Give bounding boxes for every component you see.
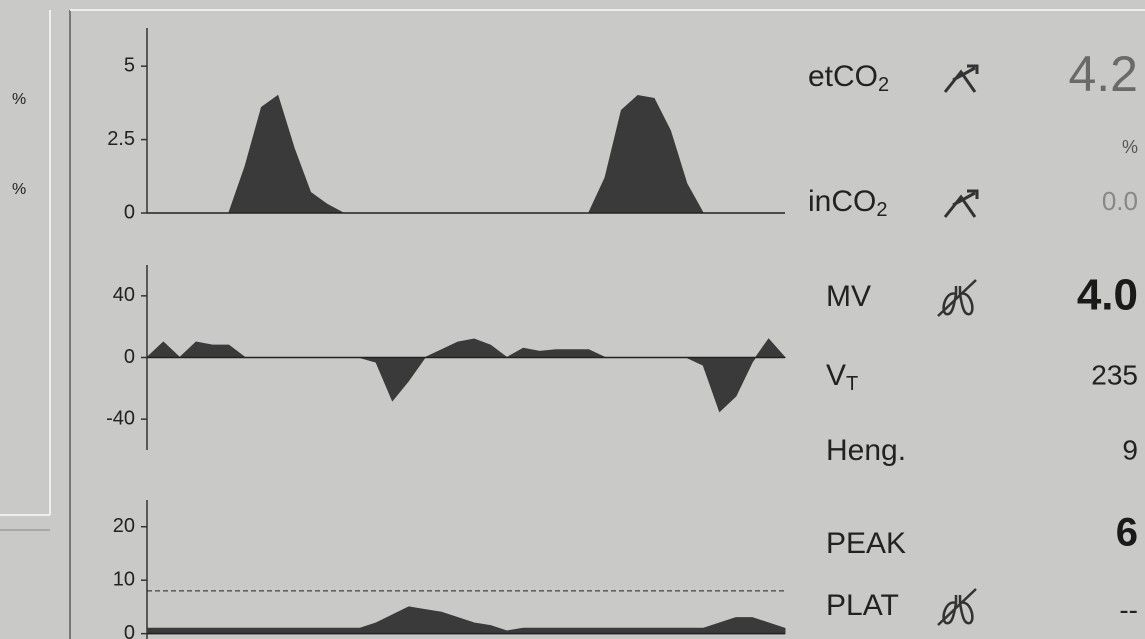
y-tick-label: 40: [113, 284, 135, 306]
parameter-label: inCO2: [808, 185, 887, 221]
parameter-label: Heng.: [826, 434, 906, 467]
parameter-label: MV: [826, 280, 871, 313]
parameter-name: Heng.: [826, 434, 906, 467]
parameter-subscript: 2: [876, 199, 887, 221]
parameter-value: 9: [1122, 434, 1138, 465]
y-tick-label: 0: [124, 346, 135, 368]
parameter-value: 0.0: [1102, 186, 1138, 216]
parameter-name: PEAK: [826, 527, 906, 560]
parameter-value: --: [1119, 594, 1138, 625]
y-tick-label: -40: [106, 407, 135, 429]
monitor-screen: % % 02.55400-4020100etCO24.2%inCO20.0MV4…: [0, 0, 1145, 639]
y-tick-label: 0: [124, 201, 135, 223]
parameter-name: V: [826, 359, 846, 392]
background: [0, 0, 1145, 639]
parameter-subscript: T: [846, 373, 858, 395]
parameter-name: etCO: [808, 60, 878, 93]
parameter-subscript: 2: [878, 74, 889, 96]
y-tick-label: 10: [113, 568, 135, 590]
y-tick-label: 0: [124, 622, 135, 639]
parameter-value: 4.2: [1068, 46, 1138, 102]
parameter-value: 235: [1091, 359, 1138, 390]
unit-label: %: [12, 181, 26, 198]
y-tick-label: 20: [113, 515, 135, 537]
page: % % 02.55400-4020100etCO24.2%inCO20.0MV4…: [0, 0, 1145, 639]
y-tick-label: 2.5: [107, 128, 135, 150]
y-tick-label: 5: [124, 54, 135, 76]
parameter-name: inCO: [808, 185, 876, 218]
parameter-unit: %: [1122, 137, 1138, 157]
parameter-label: PLAT: [826, 589, 899, 622]
parameter-label: etCO2: [808, 60, 889, 96]
parameter-value: 4.0: [1077, 271, 1138, 320]
unit-label: %: [12, 91, 26, 108]
parameter-label: PEAK: [826, 527, 906, 560]
parameter-name: PLAT: [826, 589, 899, 622]
parameter-name: MV: [826, 280, 871, 313]
parameter-value: 6: [1116, 511, 1138, 555]
